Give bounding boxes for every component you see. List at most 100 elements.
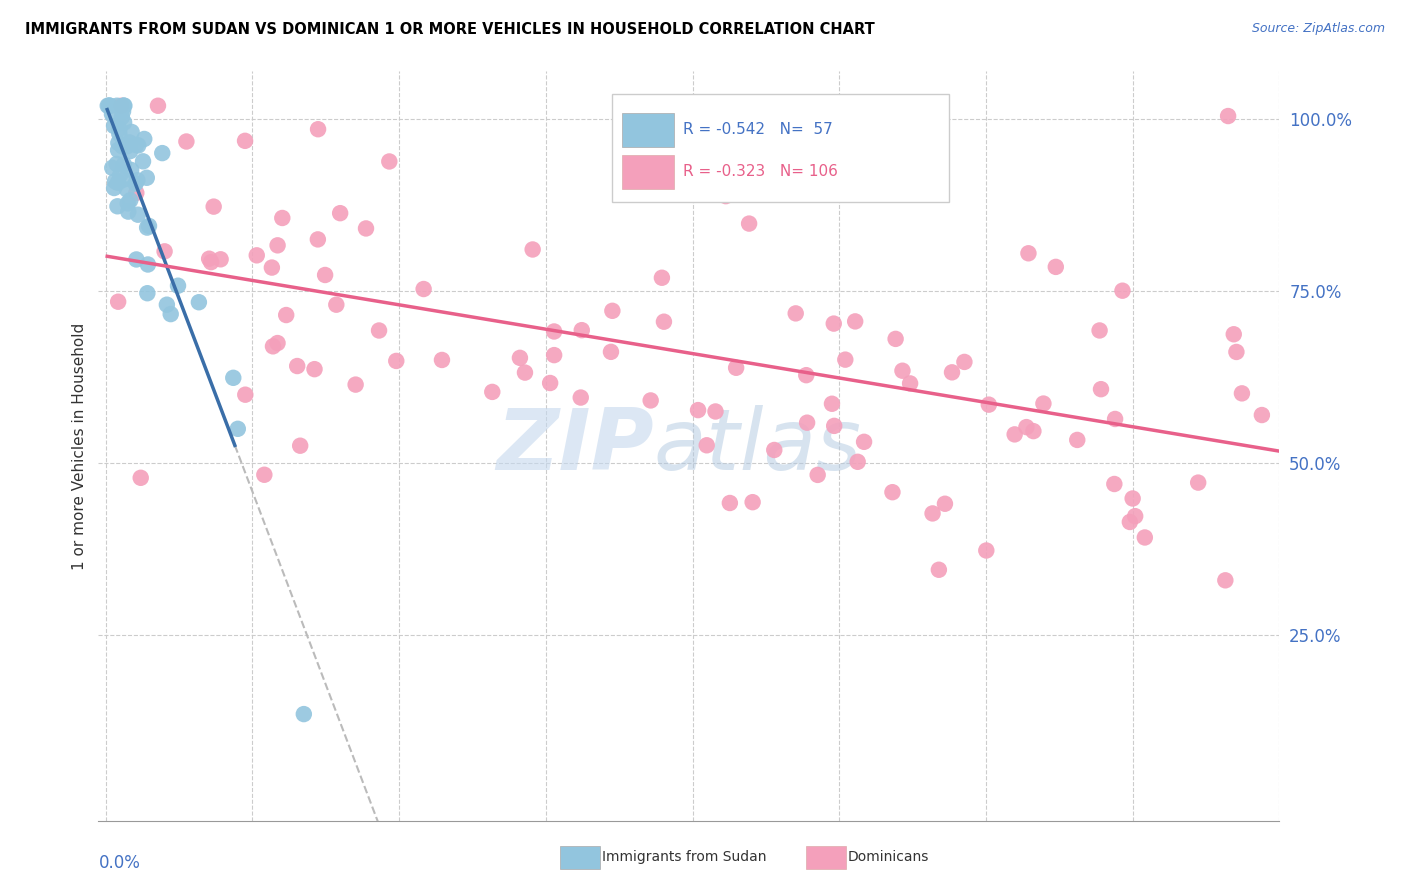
Point [884,332,907,346]
Point [1090,382,1112,396]
Point [150,146,173,161]
Point [928,563,950,577]
Point [652,315,675,329]
Point [756,99,779,113]
Point [101,107,124,121]
Text: IMMIGRANTS FROM SUDAN VS DOMINICAN 1 OR MORE VEHICLES IN HOUSEHOLD CORRELATION C: IMMIGRANTS FROM SUDAN VS DOMINICAN 1 OR … [25,22,875,37]
Point [974,543,997,558]
Point [898,376,921,391]
Point [101,161,124,175]
Point [1045,260,1067,274]
Text: Source: ZipAtlas.com: Source: ZipAtlas.com [1251,22,1385,36]
Point [120,194,142,208]
Point [112,172,135,186]
Point [785,306,807,320]
Point [307,122,329,136]
Y-axis label: 1 or more Vehicles in Household: 1 or more Vehicles in Household [72,322,87,570]
Point [481,384,503,399]
Point [108,121,131,136]
Point [543,348,565,362]
Point [125,186,148,200]
Text: Dominicans: Dominicans [848,850,929,864]
Point [378,154,401,169]
Point [222,371,245,385]
Point [117,196,139,211]
Point [110,99,132,113]
Point [285,359,308,373]
Point [135,170,157,185]
Point [136,286,159,301]
Text: ZIP: ZIP [496,404,654,488]
Point [657,174,679,188]
Point [834,352,856,367]
Point [882,485,904,500]
Point [1104,477,1126,491]
Point [412,282,434,296]
Point [1225,345,1247,359]
Point [138,219,160,233]
Point [823,418,845,433]
Point [246,248,269,262]
Point [153,244,176,259]
FancyBboxPatch shape [621,112,673,147]
Point [385,354,408,368]
Point [513,366,536,380]
Point [807,467,830,482]
Point [156,298,179,312]
Point [522,243,544,257]
Text: R = -0.323   N= 106: R = -0.323 N= 106 [683,164,838,179]
Point [538,376,561,390]
Point [292,707,315,722]
Point [934,497,956,511]
Point [368,324,391,338]
Point [112,157,135,171]
Point [97,99,120,113]
Point [233,387,256,401]
Point [134,132,156,146]
Point [509,351,531,365]
Point [921,507,943,521]
Point [120,144,142,158]
Point [132,154,155,169]
Point [198,252,221,266]
Point [260,260,283,275]
Point [118,136,141,150]
Point [796,416,818,430]
Point [107,294,129,309]
Point [1017,246,1039,260]
Point [112,99,135,113]
Point [200,255,222,269]
Point [571,323,593,337]
Point [1230,386,1253,401]
Point [115,139,138,153]
Point [226,422,249,436]
Point [107,176,129,190]
Point [266,238,288,252]
Point [600,344,623,359]
Point [1004,427,1026,442]
Point [111,139,134,153]
Point [891,364,914,378]
Point [1119,515,1142,529]
Point [167,278,190,293]
Point [97,99,120,113]
Point [941,365,963,379]
Point [124,177,146,191]
Point [718,496,741,510]
Text: atlas: atlas [654,404,862,488]
Point [307,232,329,246]
Point [304,362,326,376]
Point [136,258,159,272]
Point [704,404,727,418]
Point [823,317,845,331]
Point [290,439,312,453]
Point [1222,327,1244,342]
Point [103,119,125,133]
Point [104,174,127,188]
Point [108,127,131,141]
Point [127,138,149,153]
Point [266,336,288,351]
Point [107,143,129,157]
Point [276,308,298,322]
Point [146,99,169,113]
